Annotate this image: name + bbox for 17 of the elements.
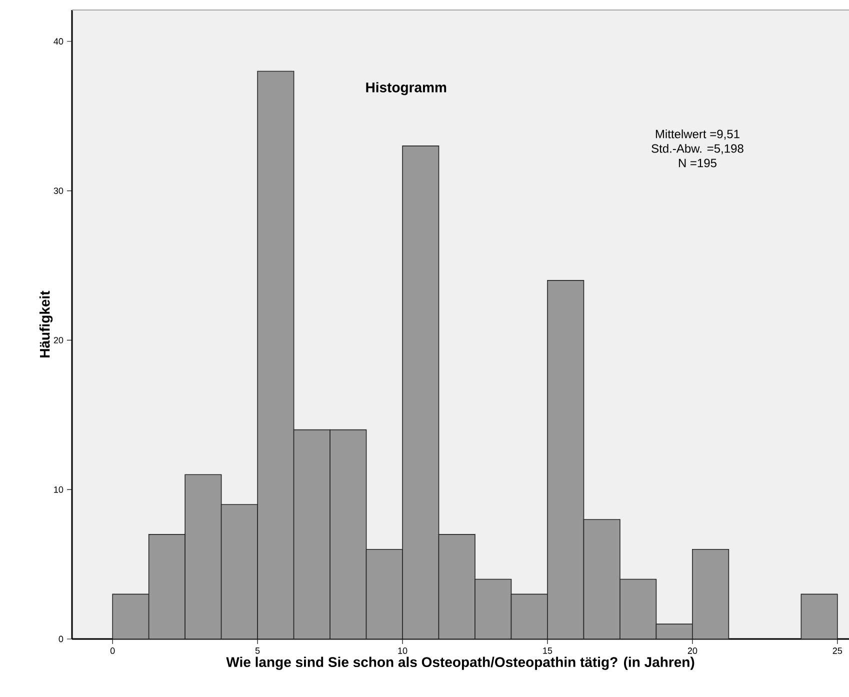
text: Histogramm [366,82,446,96]
y-tick-label: 10 [54,486,64,493]
annotation: Mittelwert =9,51 [656,129,740,140]
y-tick-label: 30 [54,188,64,194]
y-axis-title: Häufigkeit [39,290,53,358]
annotation: N =195 [678,158,716,168]
x-tick-label: 10 [398,648,408,654]
x-tick-label: 20 [688,648,698,654]
y-tick-label: 40 [54,38,64,45]
y-tick-label: 20 [54,336,64,344]
x-tick-label: 5 [255,648,260,654]
x-tick-label: 0 [110,648,115,654]
x-axis-title: Wie lange sind Sie schon als Osteopath/Osteopathin tätig? (in Jahren) [226,656,694,670]
y-tick-label: 0 [58,636,64,642]
annotation: Std.-Abw. =5,198 [652,144,744,154]
x-tick-label: 25 [832,648,842,654]
x-tick-label: 15 [543,648,552,654]
